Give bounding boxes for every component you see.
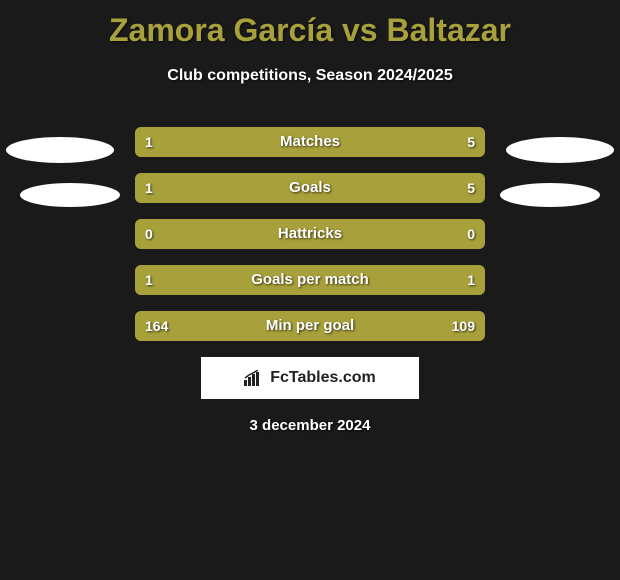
player-right-marker-1 xyxy=(506,137,614,163)
stat-bars: 1 Matches 5 1 Goals 5 0 Hattricks 0 1 Go… xyxy=(135,113,485,341)
attribution-text: FcTables.com xyxy=(270,369,376,387)
stat-bar-hattricks: 0 Hattricks 0 xyxy=(135,219,485,249)
player-left-marker-1 xyxy=(6,137,114,163)
stat-bar-matches: 1 Matches 5 xyxy=(135,127,485,157)
page-title: Zamora García vs Baltazar xyxy=(0,0,620,49)
stat-bar-min-per-goal: 164 Min per goal 109 xyxy=(135,311,485,341)
date-text: 3 december 2024 xyxy=(0,417,620,434)
attribution-badge: FcTables.com xyxy=(201,357,419,399)
bar-value-right: 5 xyxy=(467,127,475,157)
subtitle: Club competitions, Season 2024/2025 xyxy=(0,67,620,85)
bar-value-right: 1 xyxy=(467,265,475,295)
bar-label: Goals xyxy=(135,173,485,203)
chart-icon xyxy=(244,370,264,386)
bar-value-right: 0 xyxy=(467,219,475,249)
player-left-marker-2 xyxy=(20,183,120,207)
bar-label: Hattricks xyxy=(135,219,485,249)
bar-value-right: 5 xyxy=(467,173,475,203)
stat-bar-goals: 1 Goals 5 xyxy=(135,173,485,203)
bar-label: Goals per match xyxy=(135,265,485,295)
bar-label: Matches xyxy=(135,127,485,157)
chart-area: 1 Matches 5 1 Goals 5 0 Hattricks 0 1 Go… xyxy=(0,113,620,434)
bar-label: Min per goal xyxy=(135,311,485,341)
bar-value-right: 109 xyxy=(452,311,475,341)
stat-bar-goals-per-match: 1 Goals per match 1 xyxy=(135,265,485,295)
player-right-marker-2 xyxy=(500,183,600,207)
